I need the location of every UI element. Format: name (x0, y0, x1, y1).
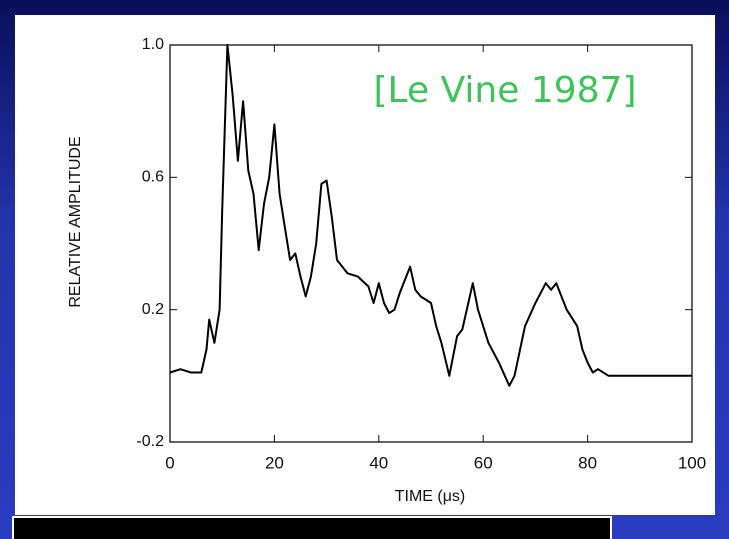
x-tick-label: 80 (578, 453, 597, 472)
y-axis-label: RELATIVE AMPLITUDE (67, 136, 84, 307)
x-tick-label: 20 (265, 453, 284, 472)
x-tick-label: 40 (369, 453, 388, 472)
x-tick-label: 60 (474, 453, 493, 472)
annotation: [Le Vine 1987] (374, 70, 637, 111)
y-tick-label: 0.2 (142, 301, 164, 318)
y-tick-label: 0.6 (142, 169, 164, 186)
plot-frame (169, 44, 693, 443)
x-tick-label: 100 (678, 453, 706, 472)
panel (15, 15, 715, 515)
y-tick-label: -0.2 (136, 433, 164, 450)
caption-box (12, 516, 612, 539)
x-tick-label: 0 (165, 453, 174, 472)
signal-line (169, 44, 692, 387)
x-axis-label: TIME (μs) (395, 488, 466, 505)
y-tick-label: 1.0 (142, 36, 164, 53)
